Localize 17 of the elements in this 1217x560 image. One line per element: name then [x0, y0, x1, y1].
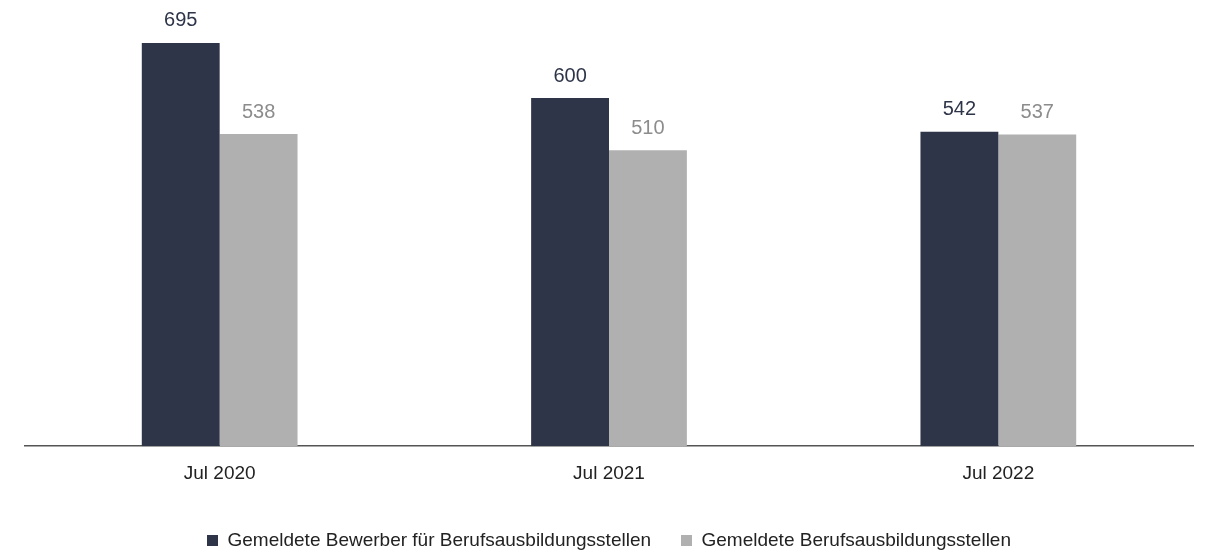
- legend-label: Gemeldete Berufsausbildungsstellen: [701, 528, 1011, 550]
- x-tick-label: Jul 2022: [962, 461, 1035, 483]
- data-label: 538: [241, 99, 276, 122]
- x-tick-label: Jul 2021: [573, 461, 645, 483]
- bar: [609, 150, 687, 447]
- data-label: 537: [1020, 100, 1054, 123]
- data-label: 600: [553, 63, 587, 86]
- x-tick-label: Jul 2020: [183, 461, 256, 483]
- data-label: 542: [942, 97, 977, 120]
- data-label: 695: [164, 8, 198, 31]
- bar: [219, 134, 298, 447]
- bar: [141, 42, 220, 447]
- bar: [920, 131, 999, 447]
- bar: [998, 134, 1077, 447]
- data-label: 510: [631, 115, 665, 138]
- bar: [531, 98, 609, 447]
- legend-label: Gemeldete Bewerber für Berufsausbildungsstellen: [227, 528, 652, 550]
